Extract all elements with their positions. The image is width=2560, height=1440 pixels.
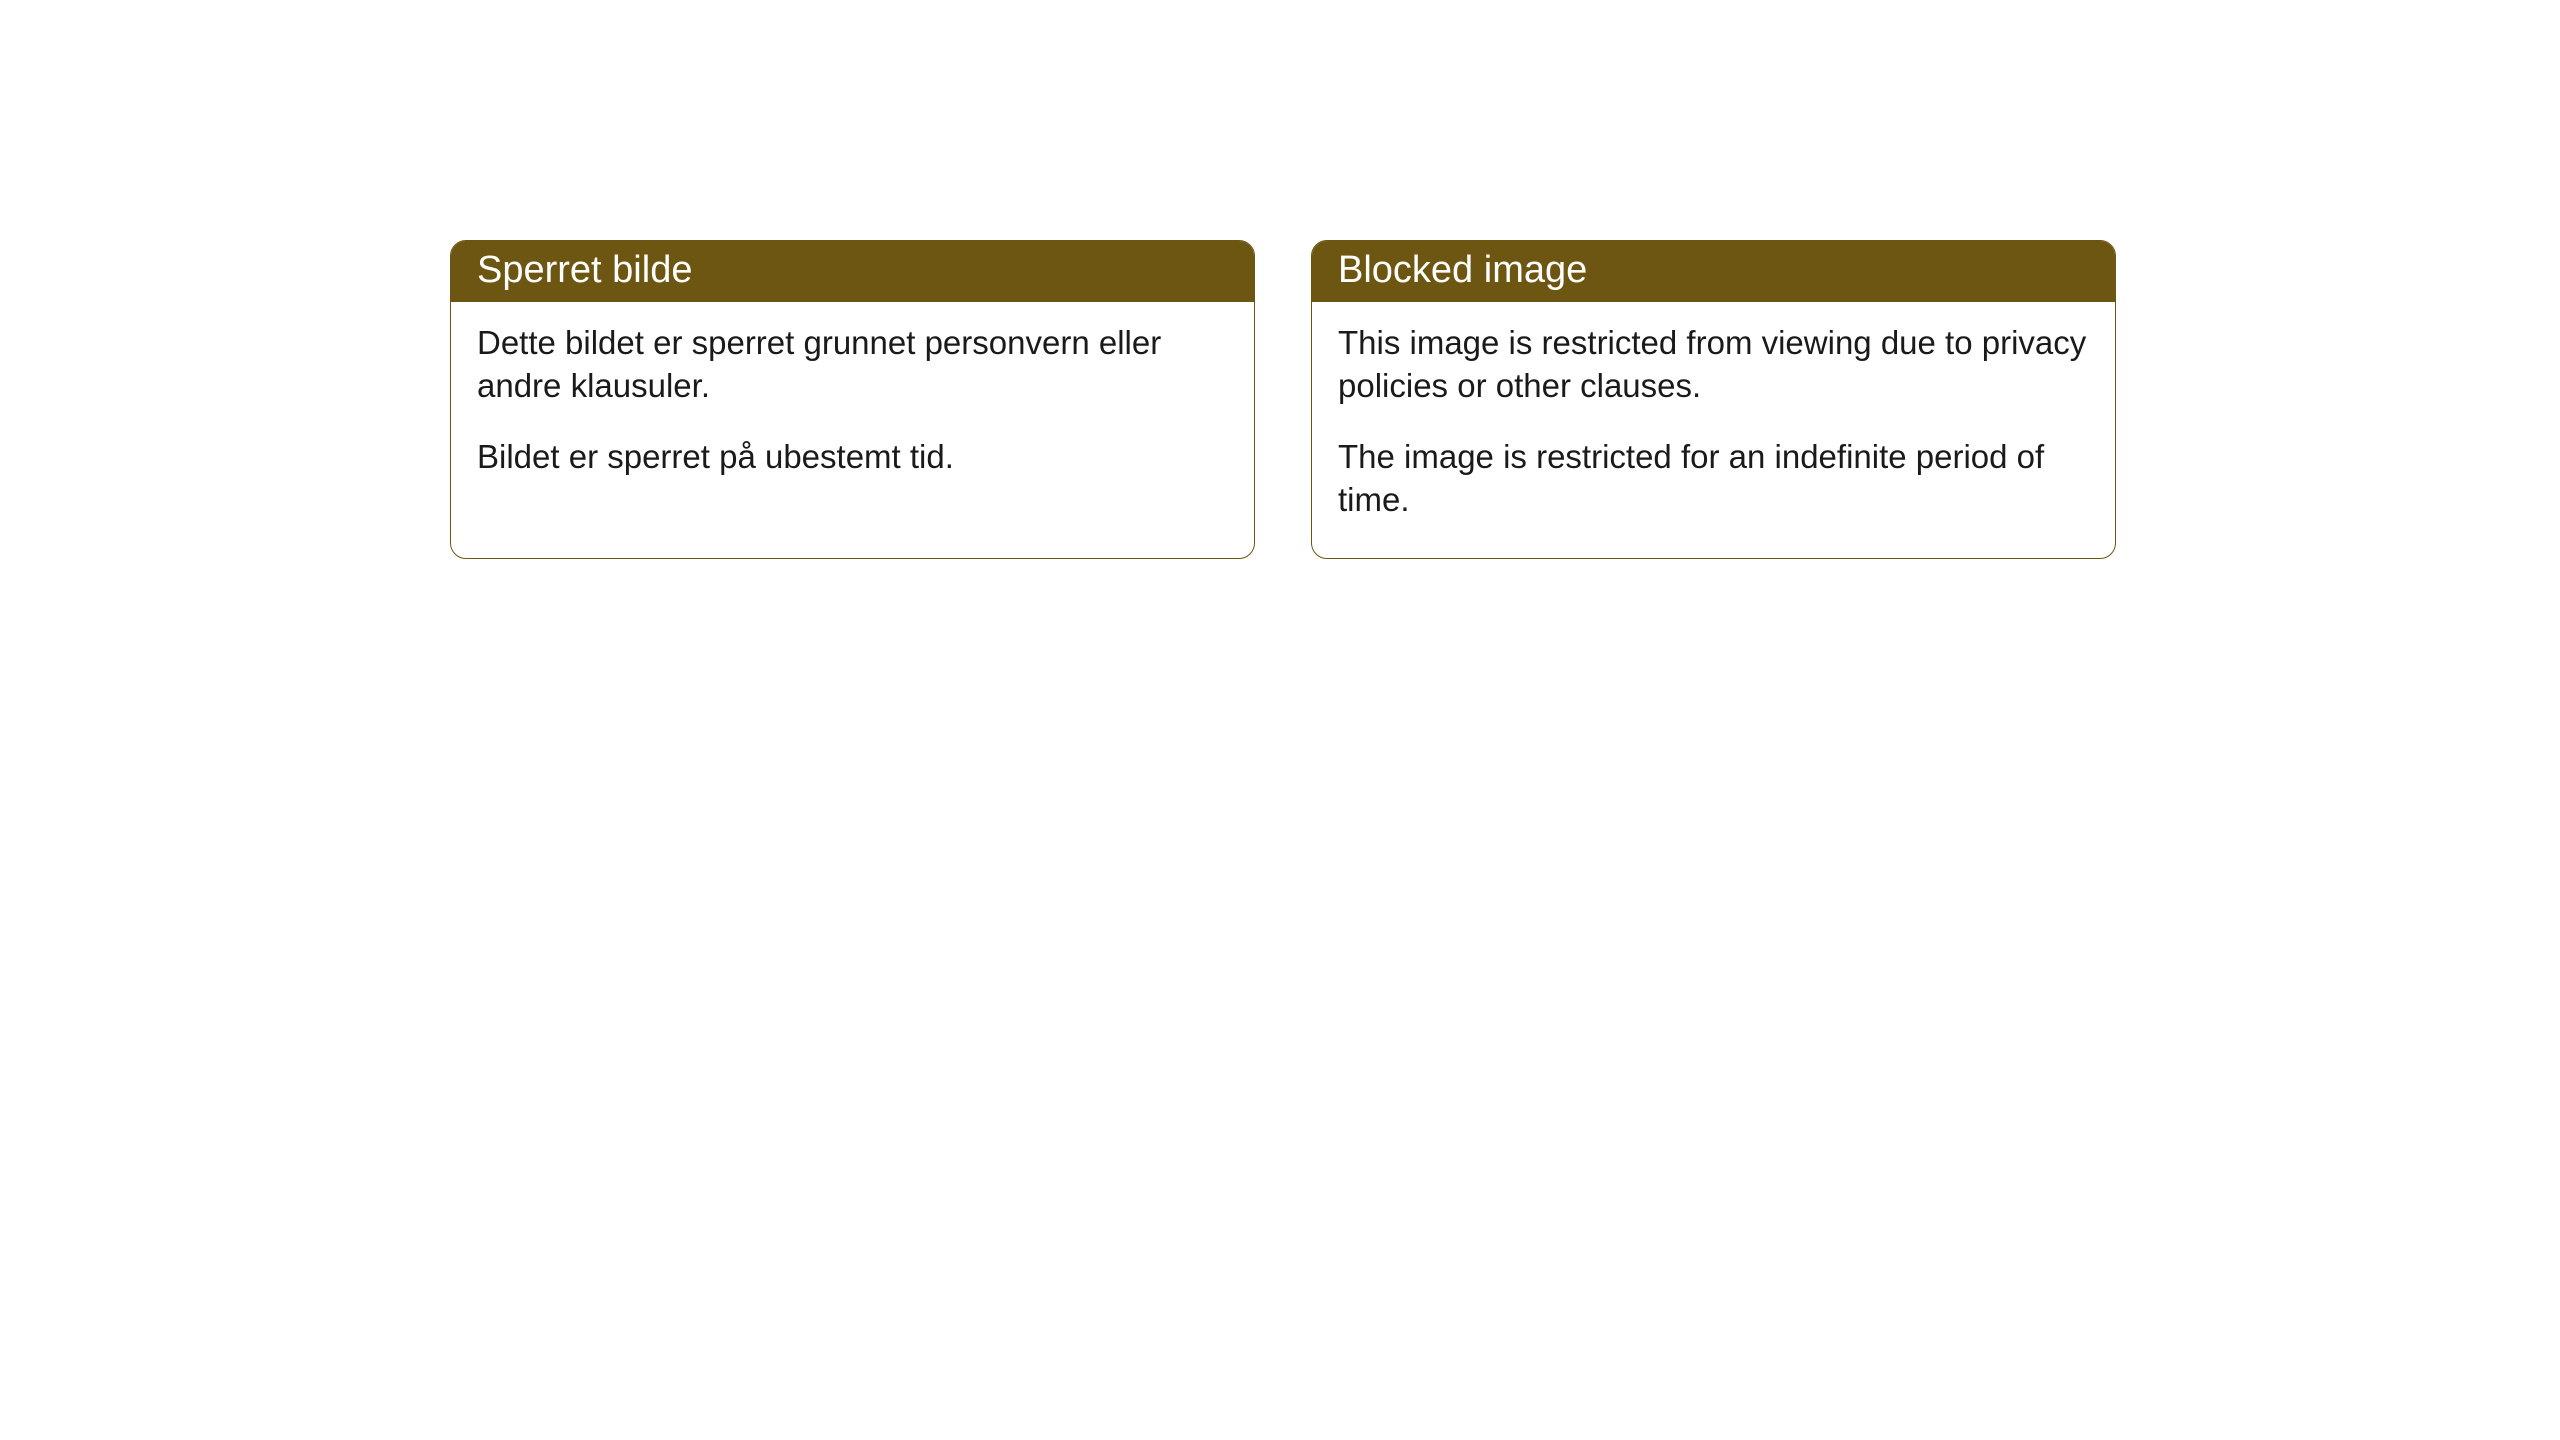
card-para2-norwegian: Bildet er sperret på ubestemt tid.	[477, 436, 1228, 479]
card-header-english: Blocked image	[1312, 241, 2115, 302]
card-para2-english: The image is restricted for an indefinit…	[1338, 436, 2089, 522]
card-english: Blocked image This image is restricted f…	[1311, 240, 2116, 559]
cards-container: Sperret bilde Dette bildet er sperret gr…	[450, 240, 2560, 559]
card-body-norwegian: Dette bildet er sperret grunnet personve…	[451, 302, 1254, 515]
card-para1-english: This image is restricted from viewing du…	[1338, 322, 2089, 408]
card-header-norwegian: Sperret bilde	[451, 241, 1254, 302]
card-body-english: This image is restricted from viewing du…	[1312, 302, 2115, 558]
card-norwegian: Sperret bilde Dette bildet er sperret gr…	[450, 240, 1255, 559]
card-para1-norwegian: Dette bildet er sperret grunnet personve…	[477, 322, 1228, 408]
